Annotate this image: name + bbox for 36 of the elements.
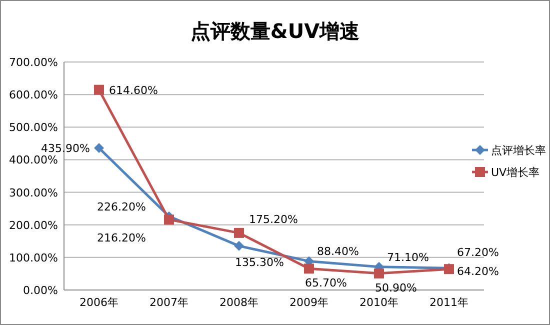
data-label: 435.90% bbox=[41, 142, 90, 156]
data-label: 67.20% bbox=[457, 246, 499, 260]
point bbox=[304, 264, 314, 274]
data-label: 50.90% bbox=[375, 281, 417, 294]
y-tick-label: 400.00% bbox=[9, 154, 58, 167]
y-tick-label: 500.00% bbox=[9, 121, 58, 134]
data-label: 88.40% bbox=[317, 245, 359, 258]
y-tick-label: 300.00% bbox=[9, 186, 58, 200]
x-tick-label: 2009年 bbox=[290, 296, 328, 309]
point bbox=[94, 84, 104, 95]
data-label: 65.70% bbox=[305, 276, 347, 290]
y-tick-label: 100.00% bbox=[9, 251, 58, 264]
x-tick-label: 2010年 bbox=[360, 296, 398, 309]
x-tick-label: 2007年 bbox=[150, 296, 188, 309]
point bbox=[94, 143, 104, 154]
data-label: 614.60% bbox=[109, 84, 158, 97]
x-tick-label: 2008年 bbox=[220, 296, 258, 309]
y-tick-label: 600.00% bbox=[9, 88, 58, 102]
y-tick-label: 200.00% bbox=[9, 218, 58, 232]
data-label: 216.20% bbox=[97, 232, 146, 245]
point bbox=[234, 240, 244, 251]
legend-label: 点评增长率 bbox=[491, 144, 546, 157]
x-tick-label: 2011年 bbox=[430, 296, 468, 309]
y-tick-label: 700.00% bbox=[9, 56, 58, 69]
data-label: 226.20% bbox=[97, 200, 146, 214]
chart-title: 点评数量&UV增速 bbox=[190, 19, 360, 43]
data-label: 175.20% bbox=[249, 212, 298, 226]
data-label: 64.20% bbox=[457, 265, 499, 278]
y-tick-label: 0.00% bbox=[23, 284, 58, 297]
data-label: 71.10% bbox=[387, 250, 429, 264]
x-tick-label: 2006年 bbox=[80, 296, 118, 309]
legend-label: UV增长率 bbox=[491, 166, 540, 179]
data-label: 135.30% bbox=[235, 256, 284, 269]
point bbox=[374, 268, 384, 278]
point bbox=[234, 228, 244, 238]
point bbox=[164, 214, 174, 225]
